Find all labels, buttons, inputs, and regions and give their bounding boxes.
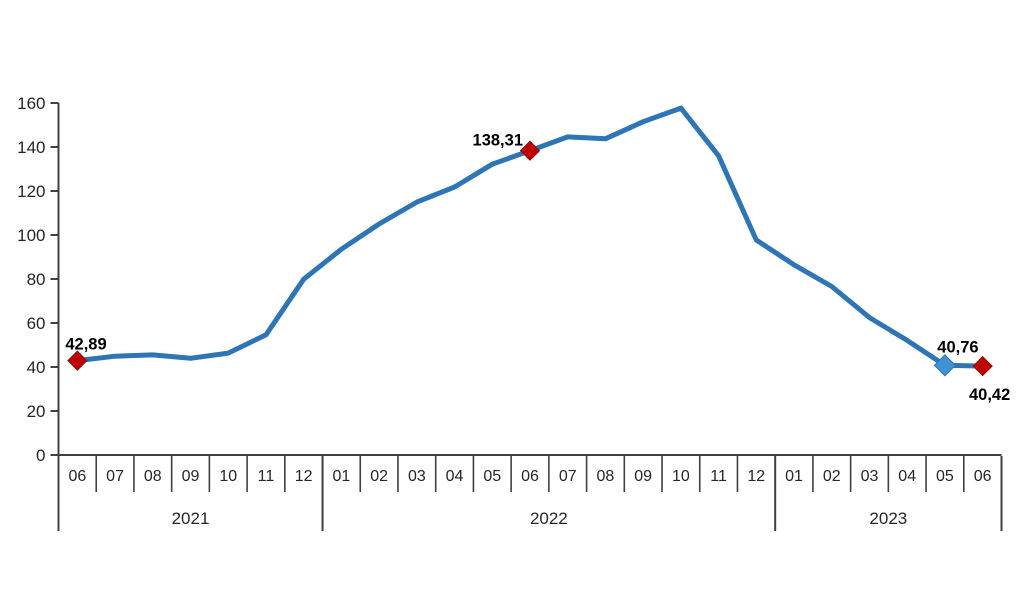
data-point-label: 40,42 (969, 386, 1010, 404)
month-label: 08 (144, 468, 162, 485)
y-axis-tick-label: 60 (27, 314, 46, 333)
month-label: 06 (974, 468, 992, 485)
month-label: 01 (785, 468, 803, 485)
year-label: 2023 (869, 509, 907, 528)
year-label: 2021 (172, 509, 210, 528)
month-label: 04 (446, 468, 464, 485)
month-label: 07 (559, 468, 577, 485)
month-label: 11 (258, 468, 275, 485)
month-label: 05 (483, 468, 501, 485)
month-label: 07 (106, 468, 124, 485)
data-point-marker (67, 350, 88, 371)
month-label: 08 (597, 468, 615, 485)
data-point-label: 138,31 (473, 132, 523, 150)
y-axis-tick-label: 0 (36, 446, 45, 465)
y-axis-tick-label: 120 (17, 182, 45, 201)
month-label: 02 (823, 468, 841, 485)
month-label: 05 (936, 468, 954, 485)
year-label: 2022 (530, 509, 568, 528)
month-label: 11 (710, 468, 727, 485)
y-axis-tick-label: 20 (27, 402, 46, 421)
month-label: 03 (408, 468, 426, 485)
data-point-marker (972, 355, 993, 377)
month-label: 09 (182, 468, 200, 485)
month-label: 03 (861, 468, 879, 485)
y-axis-tick-label: 160 (17, 94, 45, 113)
y-axis: 0 20 40 60 80 100 120 140 160 (17, 94, 60, 531)
data-point-label: 42,89 (65, 336, 106, 354)
month-label: 01 (333, 468, 351, 485)
month-label: 12 (295, 468, 313, 485)
y-axis-tick-label: 80 (27, 270, 46, 289)
month-label: 02 (370, 468, 388, 485)
y-axis-tick-label: 40 (27, 358, 46, 377)
y-axis-tick-label: 100 (17, 226, 45, 245)
y-axis-tick-label: 140 (17, 138, 45, 157)
month-label: 09 (634, 468, 652, 485)
month-label: 10 (219, 468, 237, 485)
month-label: 06 (521, 468, 539, 485)
annotations: 42,89 138,31 40,76 40,42 (65, 132, 1010, 404)
x-axis: 06 07 08 09 10 11 12 01 02 03 04 05 06 07 08 09 10 11 12 01… (58, 454, 1003, 531)
data-point-marker (519, 140, 541, 161)
data-point-label: 40,76 (937, 338, 978, 356)
month-label: 06 (68, 468, 86, 485)
month-label: 12 (747, 468, 765, 485)
data-point-marker (933, 354, 957, 377)
month-label: 10 (672, 468, 690, 485)
month-label: 04 (898, 468, 916, 485)
